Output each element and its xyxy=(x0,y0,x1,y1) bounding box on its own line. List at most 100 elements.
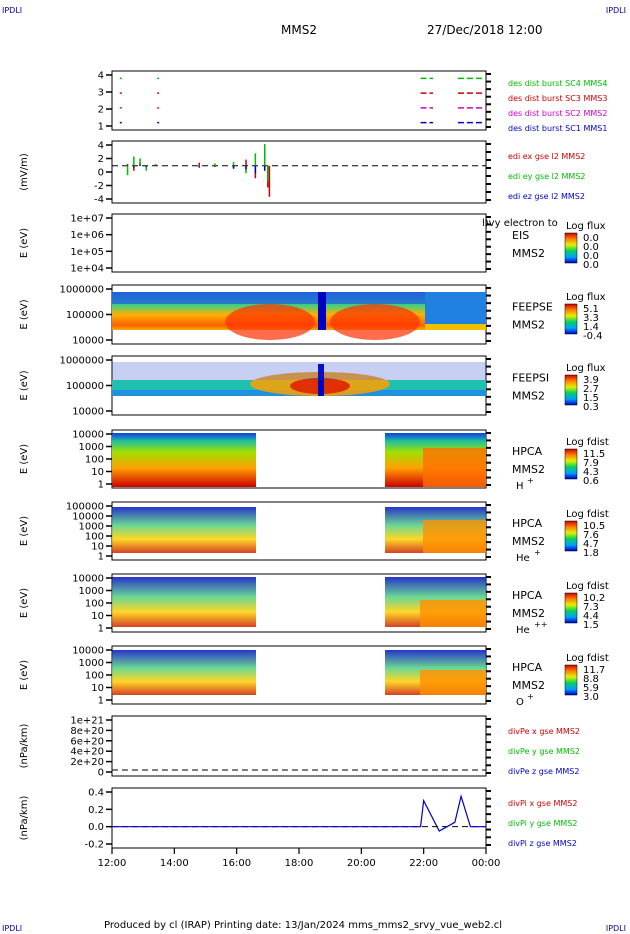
y-tick-label-hpca_he: 1000 xyxy=(79,522,104,533)
panel-frame-divpi xyxy=(111,787,487,849)
legend-entry-burst: des dist burst SC4 MMS4 xyxy=(508,79,607,88)
spacecraft-label-feepse: MMS2 xyxy=(512,319,545,332)
y-axis-label-divpe: (nPa/km) xyxy=(19,724,30,769)
header-spacecraft: MMS2 xyxy=(281,23,317,37)
legend-entry-burst: des dist burst SC2 MMS2 xyxy=(508,109,607,118)
colorbar-value-eis: 0.0 xyxy=(583,233,599,244)
y-tick-label-feepsi: 10000 xyxy=(72,407,104,418)
species-label-hpca_h: H xyxy=(516,481,524,492)
y-tick-label-hpca_he2: 1000 xyxy=(79,586,104,597)
x-tick-label: 14:00 xyxy=(160,858,189,869)
y-axis-label-hpca_he2: E (eV) xyxy=(19,588,30,618)
chart-marks: 4 3 2 1 4 2 0 -2 -4 (mV/m) 1e+07 1e+06 1e+05 1e+04 E (… xyxy=(19,71,609,870)
colorbar-value-hpca_he2: 10.2 xyxy=(583,593,605,604)
x-tick-label: 18:00 xyxy=(285,858,314,869)
colorbar-hpca_he xyxy=(564,520,578,552)
corner-label-top-right: IPDLI xyxy=(605,6,626,15)
y-tick-label-eis: 1e+06 xyxy=(70,230,104,241)
colorbar-value-hpca_he: 10.5 xyxy=(583,521,605,532)
colorbar-eis xyxy=(564,232,578,264)
y-tick-label-hpca_h: 10 xyxy=(91,467,104,478)
y-tick-label-hpca_he2: 10 xyxy=(91,611,104,622)
feepse-baseline-band xyxy=(425,324,486,330)
y-tick-label-feepse: 100000 xyxy=(66,310,104,321)
instrument-label-eis: EIS xyxy=(512,229,529,242)
y-tick-label-edi: -2 xyxy=(94,181,104,192)
legend-entry-divpi: divPi z gse MMS2 xyxy=(508,839,577,848)
species-charge-hpca_o: + xyxy=(527,692,534,701)
y-tick-label-hpca_he: 1 xyxy=(98,552,104,563)
hpca-he-interval-2-core xyxy=(423,520,486,553)
colorbar-value-feepsi: 3.9 xyxy=(583,375,599,386)
y-axis-label-eis: E (eV) xyxy=(19,228,30,258)
colorbar-value-hpca_he2: 4.4 xyxy=(583,611,599,622)
colorbar-value-hpca_h: 4.3 xyxy=(583,467,599,478)
colorbar-title-hpca_he: Log fdist xyxy=(566,509,609,520)
hpca-he2-interval-1 xyxy=(112,577,256,627)
colorbar-value-feepse: 1.4 xyxy=(583,322,599,333)
colorbar-value-eis: 0.0 xyxy=(583,251,599,262)
instrument-label-hpca_he2: HPCA xyxy=(512,589,543,602)
feepse-gap xyxy=(318,292,326,330)
y-tick-label-divpi: 0.0 xyxy=(88,822,104,833)
y-tick-label-hpca_o: 1 xyxy=(98,696,104,707)
y-tick-label-divpe: 4e+20 xyxy=(70,747,104,758)
y-axis-label-feepse: E (eV) xyxy=(19,299,30,329)
colorbar-title-eis: Log flux xyxy=(566,221,606,232)
y-tick-label-hpca_he: 100000 xyxy=(66,502,104,513)
y-tick-label-divpi: 0.4 xyxy=(88,788,104,799)
x-tick-label: 22:00 xyxy=(409,858,438,869)
y-axis-label-divpi: (nPa/km) xyxy=(19,796,30,841)
colorbar-title-hpca_he2: Log fdist xyxy=(566,581,609,592)
colorbar-value-hpca_he: 1.8 xyxy=(583,548,599,559)
y-tick-label-hpca_h: 10000 xyxy=(72,430,104,441)
x-tick-label: 20:00 xyxy=(347,858,376,869)
legend-entry-burst: des dist burst SC3 MMS3 xyxy=(508,94,607,103)
species-charge-hpca_he2: ++ xyxy=(534,620,547,629)
colorbar-title-feepsi: Log flux xyxy=(566,363,606,374)
y-axis-label-hpca_he: E (eV) xyxy=(19,516,30,546)
spacecraft-label-eis: MMS2 xyxy=(512,247,545,260)
spacecraft-label-feepsi: MMS2 xyxy=(512,390,545,403)
y-tick-label-feepsi: 1000000 xyxy=(59,356,104,367)
colorbar-value-hpca_o: 11.7 xyxy=(583,665,605,676)
colorbar-value-hpca_h: 0.6 xyxy=(583,476,599,487)
y-tick-label-hpca_h: 1000 xyxy=(79,442,104,453)
legend-entry-divpi: divPi y gse MMS2 xyxy=(508,819,577,828)
colorbar-value-hpca_h: 11.5 xyxy=(583,449,605,460)
species-label-hpca_o: O xyxy=(516,697,524,708)
legend-entry-divpe: divPe x gse MMS2 xyxy=(508,727,580,736)
y-tick-label-hpca_he: 10 xyxy=(91,542,104,553)
feepse-spectrogram-highband xyxy=(112,292,486,304)
spacecraft-label-hpca_h: MMS2 xyxy=(512,463,545,476)
corner-label-top-left: IPDLI xyxy=(2,6,23,15)
panel-frame-divpe xyxy=(111,715,487,777)
spacecraft-label-hpca_he: MMS2 xyxy=(512,535,545,548)
hpca-h-interval-2-core xyxy=(423,448,486,487)
y-tick-label-edi: 4 xyxy=(98,141,104,152)
colorbar-value-feepse: 3.3 xyxy=(583,313,599,324)
colorbar-value-hpca_he: 7.6 xyxy=(583,530,599,541)
legend-entry-edi: edi ez gse l2 MMS2 xyxy=(508,192,585,201)
hpca-he2-interval-2-core xyxy=(420,600,486,627)
hpca-o-interval-1 xyxy=(112,650,256,695)
y-tick-label-burst: 4 xyxy=(98,71,104,82)
feepse-hotspot-right xyxy=(330,304,420,340)
colorbar-value-feepsi: 2.7 xyxy=(583,384,599,395)
colorbar-title-feepse: Log flux xyxy=(566,292,606,303)
y-tick-label-divpi: 0.2 xyxy=(88,805,104,816)
instrument-label-hpca_o: HPCA xyxy=(512,661,543,674)
colorbar-value-hpca_he2: 1.5 xyxy=(583,620,599,631)
feepsi-gap xyxy=(318,364,324,396)
y-tick-label-edi: 2 xyxy=(98,154,104,165)
colorbar-title-hpca_h: Log fdist xyxy=(566,437,609,448)
y-tick-label-divpe: 8e+20 xyxy=(70,726,104,737)
y-tick-label-burst: 3 xyxy=(98,88,104,99)
legend-entry-divpi: divPi x gse MMS2 xyxy=(508,799,577,808)
y-tick-label-hpca_o: 100 xyxy=(85,671,104,682)
instrument-label-feepsi: FEEPSI xyxy=(512,372,549,385)
y-tick-label-divpe: 0 xyxy=(98,768,104,779)
y-tick-label-divpe: 6e+20 xyxy=(70,736,104,747)
y-tick-label-edi: -4 xyxy=(94,195,104,206)
y-tick-label-hpca_he: 100 xyxy=(85,532,104,543)
